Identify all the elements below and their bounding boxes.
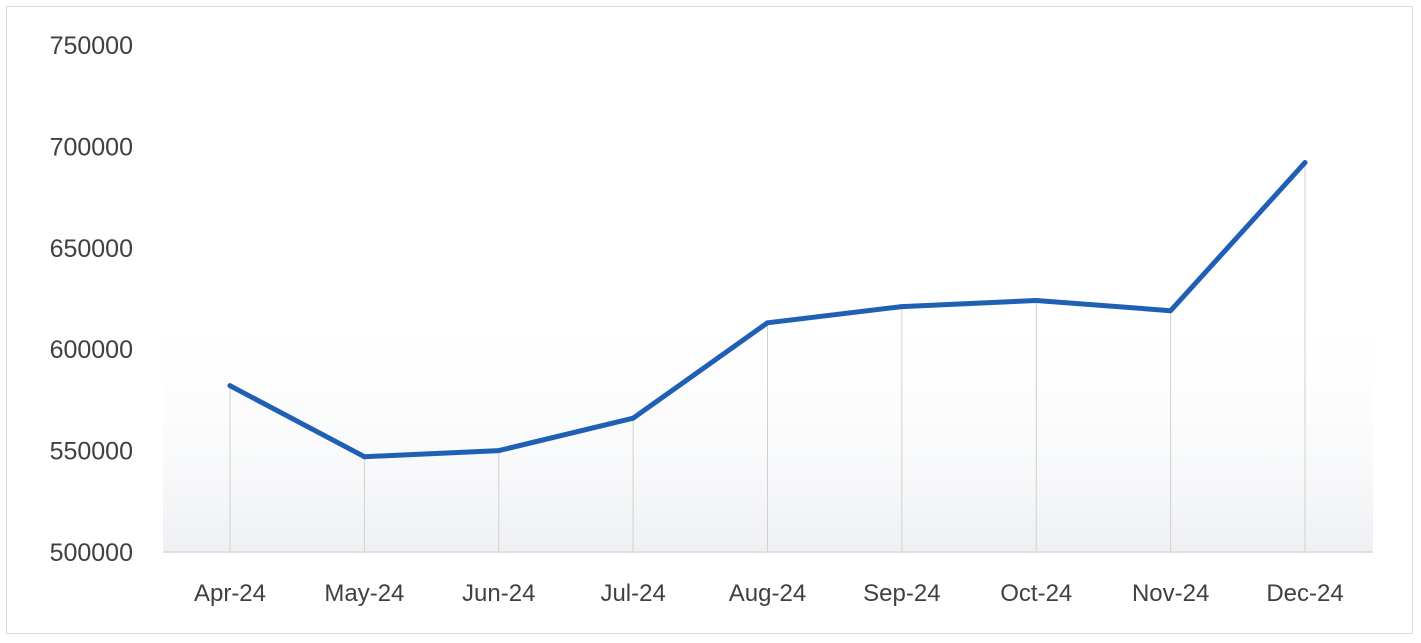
x-axis-tick-labels: Apr-24 May-24 Jun-24 Jul-24 Aug-24 Sep-24 Oct-… xyxy=(194,580,1344,607)
data-point xyxy=(361,454,367,460)
data-points xyxy=(227,160,1308,460)
x-tick-label: Jul-24 xyxy=(600,580,665,607)
y-tick-label: 500000 xyxy=(50,539,133,567)
x-tick-label: Jun-24 xyxy=(462,580,535,607)
y-tick-label: 750000 xyxy=(50,32,133,60)
x-tick-label: Apr-24 xyxy=(194,580,266,607)
y-axis-tick-labels: 500000 550000 600000 650000 700000 750000 xyxy=(50,32,133,567)
data-point xyxy=(899,304,905,310)
data-point xyxy=(496,448,502,454)
y-tick-label: 600000 xyxy=(50,336,133,364)
x-tick-label: May-24 xyxy=(324,580,404,607)
y-tick-label: 700000 xyxy=(50,133,133,161)
drop-lines xyxy=(229,162,1306,552)
data-point xyxy=(1302,160,1308,166)
data-point xyxy=(1168,308,1174,314)
data-point xyxy=(765,320,770,326)
y-tick-label: 650000 xyxy=(50,235,133,263)
x-tick-label: Nov-24 xyxy=(1132,580,1209,607)
x-tick-label: Oct-24 xyxy=(1000,580,1072,607)
data-point xyxy=(1033,298,1039,304)
data-point xyxy=(227,383,233,389)
x-tick-label: Dec-24 xyxy=(1266,580,1343,607)
x-tick-label: Sep-24 xyxy=(863,580,940,607)
x-tick-label: Aug-24 xyxy=(729,580,806,607)
y-tick-label: 550000 xyxy=(50,438,133,466)
data-point xyxy=(630,415,636,421)
